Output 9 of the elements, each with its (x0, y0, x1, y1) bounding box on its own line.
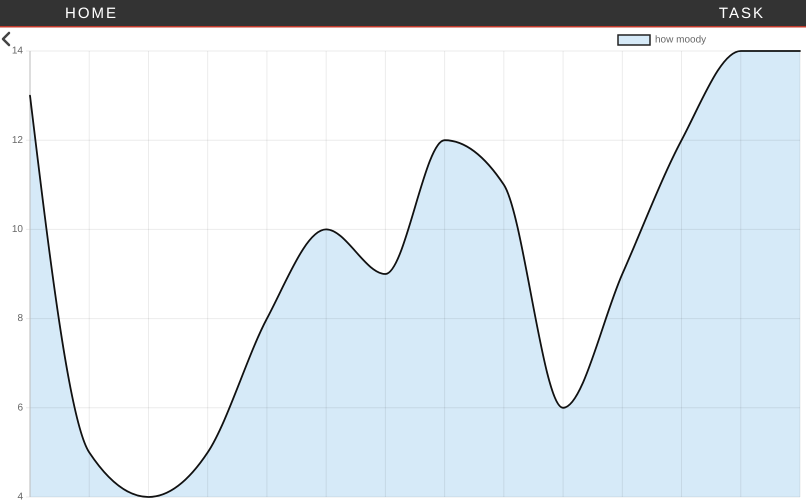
y-tick-label: 8 (17, 313, 24, 324)
y-tick-label: 10 (12, 224, 24, 236)
text: HOME (65, 4, 118, 22)
y-tick-label: 6 (17, 402, 24, 414)
y-tick-label: 4 (17, 492, 24, 503)
y-tick-label: 12 (12, 134, 24, 146)
text: how moody (655, 34, 706, 46)
text: TASK (718, 4, 765, 22)
y-tick-label: 14 (12, 46, 24, 57)
